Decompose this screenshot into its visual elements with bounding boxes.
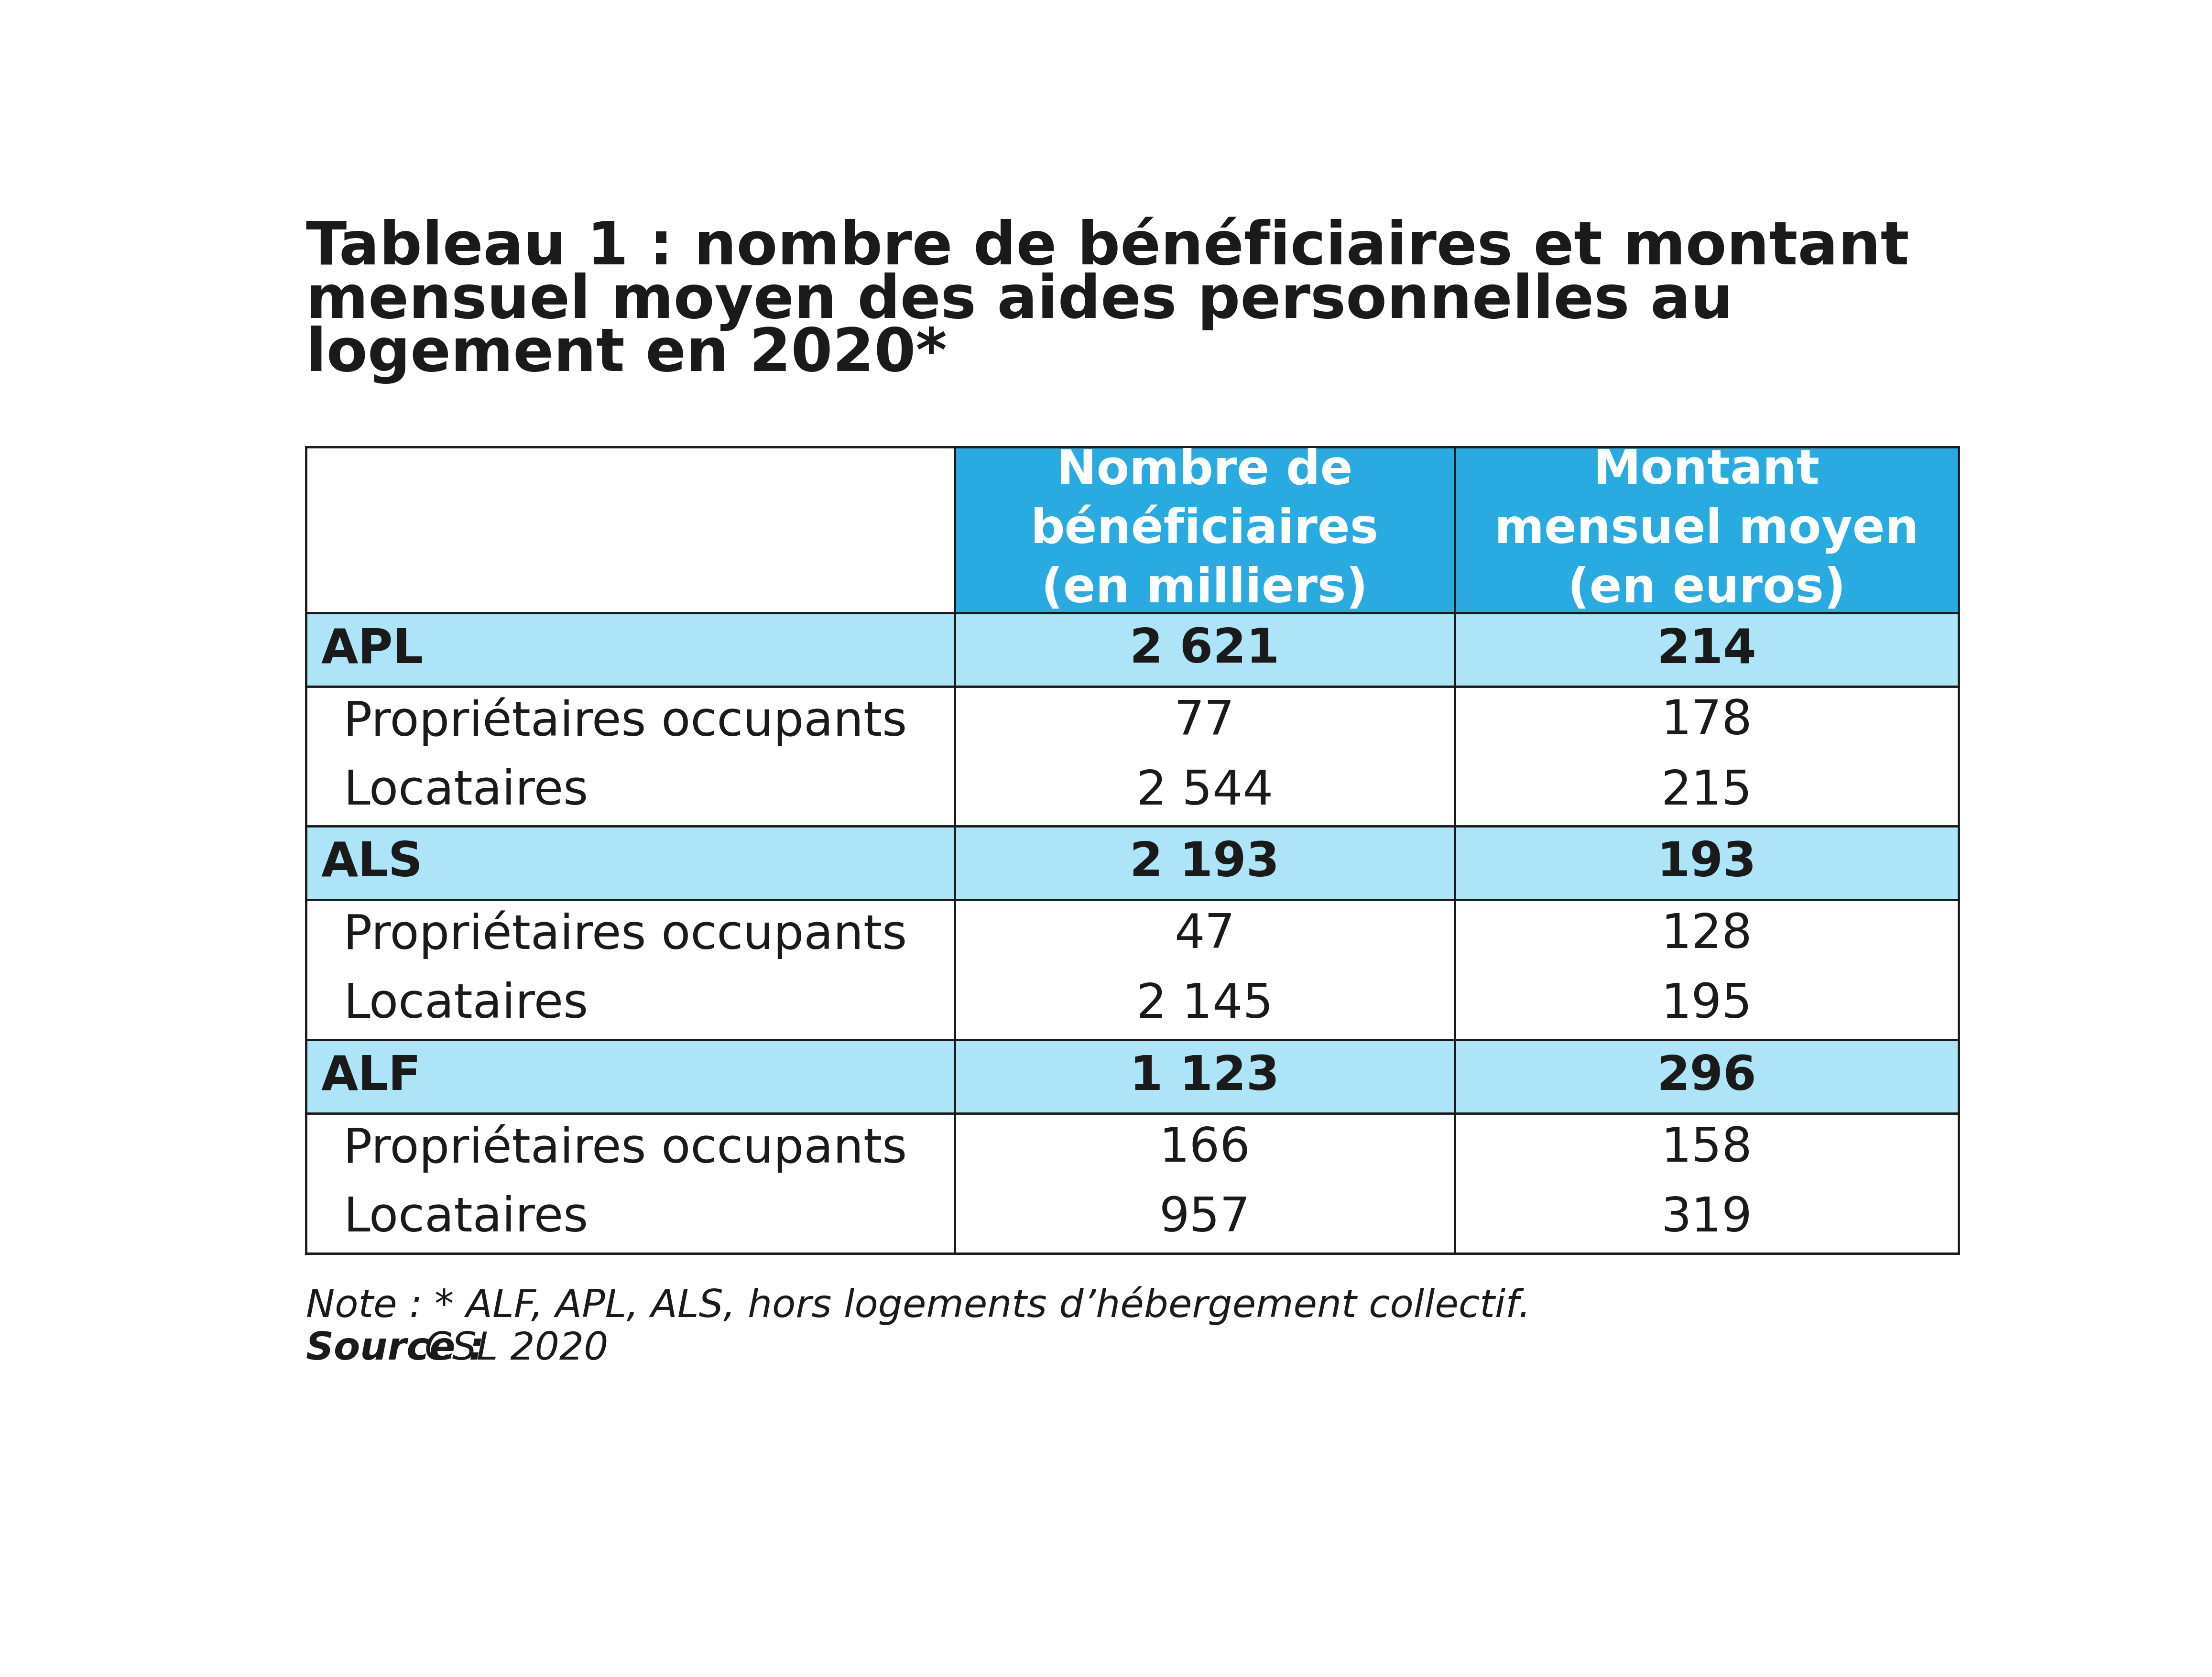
Text: Montant
mensuel moyen
(en euros): Montant mensuel moyen (en euros) [1495, 448, 1918, 612]
Text: 296: 296 [1657, 1053, 1756, 1100]
Text: 166: 166 [1159, 1125, 1250, 1172]
Text: CSL 2020: CSL 2020 [425, 1330, 608, 1368]
Text: 178: 178 [1661, 698, 1752, 745]
Bar [305, 1040, 1958, 1114]
Text: 77: 77 [1175, 698, 1234, 745]
Text: 2 193: 2 193 [1130, 840, 1279, 885]
Text: 1 123: 1 123 [1130, 1053, 1279, 1100]
Text: 215: 215 [1661, 768, 1752, 815]
Text: 47: 47 [1175, 912, 1234, 958]
Bar [305, 901, 1958, 1040]
Text: 2 544: 2 544 [1137, 768, 1274, 815]
Bar [305, 686, 1958, 827]
Text: Propriétaires occupants: Propriétaires occupants [343, 1124, 907, 1172]
Text: 193: 193 [1657, 840, 1756, 885]
Bar [305, 1114, 1958, 1253]
Text: ALS: ALS [321, 840, 422, 885]
Text: 957: 957 [1159, 1196, 1250, 1241]
Text: mensuel moyen des aides personnelles au: mensuel moyen des aides personnelles au [305, 272, 1734, 330]
Bar [956, 448, 1455, 612]
Text: 128: 128 [1661, 912, 1752, 958]
Text: Tableau 1 : nombre de bénéficiaires et montant: Tableau 1 : nombre de bénéficiaires et m… [305, 220, 1909, 277]
Text: Source :: Source : [305, 1330, 498, 1368]
Text: Propriétaires occupants: Propriétaires occupants [343, 911, 907, 959]
Text: ALF: ALF [321, 1053, 420, 1100]
Text: 158: 158 [1661, 1125, 1752, 1172]
Text: 214: 214 [1657, 627, 1756, 672]
Text: 2 145: 2 145 [1137, 981, 1274, 1028]
Bar [305, 612, 1958, 686]
Text: APL: APL [321, 627, 422, 672]
Text: logement en 2020*: logement en 2020* [305, 325, 947, 384]
Text: Locataires: Locataires [343, 768, 588, 815]
Text: Nombre de
bénéficiaires
(en milliers): Nombre de bénéficiaires (en milliers) [1031, 448, 1378, 612]
Text: Locataires: Locataires [343, 1196, 588, 1241]
Text: Note : * ALF, APL, ALS, hors logements d’hébergement collectif.: Note : * ALF, APL, ALS, hors logements d… [305, 1286, 1531, 1325]
Text: Propriétaires occupants: Propriétaires occupants [343, 698, 907, 746]
Text: 2 621: 2 621 [1130, 627, 1279, 672]
Bar [1455, 448, 1958, 612]
Text: 195: 195 [1661, 981, 1752, 1028]
Text: Locataires: Locataires [343, 981, 588, 1028]
Bar [305, 827, 1958, 901]
Text: 319: 319 [1661, 1196, 1752, 1241]
